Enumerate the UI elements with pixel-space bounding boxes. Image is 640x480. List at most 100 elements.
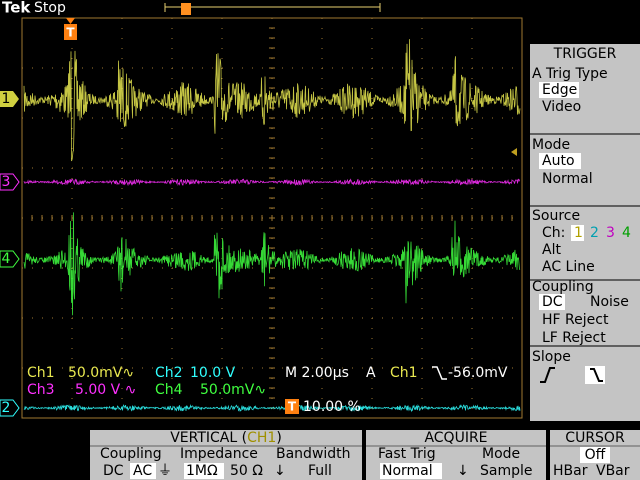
arrow: ↓ bbox=[274, 463, 286, 479]
waveforms bbox=[23, 39, 521, 413]
option[interactable]: Noise bbox=[590, 294, 629, 310]
selected-box bbox=[130, 463, 156, 479]
menu-label[interactable]: Mode bbox=[482, 446, 520, 462]
ch4-scale: 50.0mV∿ bbox=[200, 382, 266, 398]
ch2-label: Ch2 bbox=[155, 365, 183, 381]
selected-box bbox=[580, 447, 610, 463]
menu-separators bbox=[530, 133, 640, 347]
falling-edge-icon bbox=[432, 366, 447, 380]
option[interactable]: Normal bbox=[542, 171, 593, 187]
option[interactable]: HBar bbox=[553, 463, 588, 479]
cursor-title: CURSOR bbox=[565, 430, 625, 446]
option[interactable]: Full bbox=[308, 463, 332, 479]
falling-edge-icon[interactable] bbox=[590, 368, 603, 382]
trig-mode[interactable]: Mode Auto Normal bbox=[532, 137, 593, 187]
option[interactable]: 2 bbox=[590, 225, 599, 241]
trigger-level: -56.0mV bbox=[448, 365, 508, 381]
arrow: ↓ bbox=[457, 463, 469, 479]
timebase: M 2.00µs bbox=[285, 365, 349, 381]
ch4-marker bbox=[0, 250, 20, 268]
option[interactable]: 50 Ω bbox=[230, 463, 263, 479]
ch2-marker bbox=[0, 399, 20, 417]
ch1-scale: 50.0mV∿ bbox=[68, 365, 134, 381]
menu-label: Slope bbox=[532, 349, 571, 365]
option[interactable]: LF Reject bbox=[542, 330, 606, 346]
selected-box bbox=[184, 463, 224, 479]
ch4-marker-label: 4 bbox=[2, 251, 11, 267]
ch1-marker bbox=[0, 91, 19, 107]
option[interactable]: 1 bbox=[574, 225, 583, 241]
acquire-title: ACQUIRE bbox=[424, 430, 487, 446]
ch2-marker-label: 2 bbox=[2, 400, 11, 416]
ch3-marker bbox=[0, 173, 20, 191]
trig-slope[interactable]: Slope bbox=[532, 349, 605, 384]
trigger-mode: A bbox=[366, 365, 376, 381]
menu-label: Source bbox=[532, 208, 580, 224]
trig-type[interactable]: A Trig Type Edge Video bbox=[532, 66, 608, 115]
menu-label: A Trig Type bbox=[532, 66, 608, 82]
option[interactable]: HF Reject bbox=[542, 312, 609, 328]
ch1-label: Ch1 bbox=[27, 365, 55, 381]
option[interactable]: 1MΩ bbox=[186, 463, 218, 479]
selected-box bbox=[539, 294, 565, 310]
trigger-marker-label: T bbox=[66, 26, 75, 40]
option[interactable]: Edge bbox=[542, 82, 577, 98]
trig-coupling[interactable]: Coupling DC Noise HF Reject LF Reject bbox=[532, 279, 629, 346]
option[interactable]: 4 bbox=[622, 225, 631, 241]
menu-title: TRIGGER bbox=[553, 46, 617, 62]
trigger-arrow bbox=[66, 18, 75, 24]
menu-label[interactable]: Fast Trig bbox=[378, 446, 436, 462]
option[interactable]: AC Line bbox=[542, 259, 595, 275]
option[interactable]: DC bbox=[542, 294, 563, 310]
vertical-title: VERTICAL (CH1) bbox=[170, 430, 282, 446]
acq-state: Stop bbox=[34, 0, 66, 16]
trigger-level-marker bbox=[511, 148, 517, 156]
trigger-pos-box bbox=[285, 399, 299, 414]
ch2-scale: 10.0 V bbox=[190, 365, 236, 381]
rising-edge-icon[interactable] bbox=[540, 367, 555, 383]
option[interactable]: VBar bbox=[596, 463, 630, 479]
ch3-trace bbox=[23, 178, 521, 187]
side-menu bbox=[530, 44, 640, 421]
trigger-pos-marker bbox=[181, 3, 191, 15]
option[interactable]: AC bbox=[133, 463, 152, 479]
option[interactable]: DC bbox=[103, 463, 124, 479]
selected-box bbox=[380, 463, 442, 479]
selected-box bbox=[585, 366, 605, 384]
option[interactable]: ⏚ bbox=[158, 463, 172, 479]
trig-source[interactable]: Source Ch: 1 2 3 4 Alt AC Line bbox=[532, 208, 631, 275]
trigger-source: Ch1 bbox=[390, 365, 418, 381]
trigger-pos-box-label: T bbox=[288, 400, 297, 414]
option[interactable]: Auto bbox=[542, 153, 575, 169]
source-prefix: Ch: bbox=[542, 225, 565, 241]
record-bar bbox=[164, 3, 381, 12]
menu-label[interactable]: Bandwidth bbox=[276, 446, 351, 462]
ch4-label: Ch4 bbox=[155, 382, 183, 398]
ch3-marker-label: 3 bbox=[2, 174, 11, 190]
graticule bbox=[21, 17, 523, 419]
ch1-marker-label: 1 bbox=[2, 91, 11, 107]
option[interactable]: 3 bbox=[606, 225, 615, 241]
ch2-trace bbox=[23, 403, 521, 413]
menu-label[interactable]: Impedance bbox=[180, 446, 258, 462]
option[interactable]: Normal bbox=[382, 463, 433, 479]
selected-box bbox=[539, 82, 579, 98]
ch3-label: Ch3 bbox=[27, 382, 55, 398]
trigger-marker bbox=[64, 24, 77, 40]
option[interactable]: Video bbox=[542, 99, 581, 115]
brand: Tek bbox=[2, 0, 31, 17]
trigger-position: 10.00 % bbox=[303, 399, 361, 415]
option[interactable]: Sample bbox=[480, 463, 533, 479]
readout-bg bbox=[24, 364, 58, 381]
menu-label: Coupling bbox=[532, 279, 594, 295]
menu-label: Mode bbox=[532, 137, 570, 153]
menu-label[interactable]: Coupling bbox=[100, 446, 162, 462]
selected-box bbox=[571, 225, 584, 241]
option[interactable]: Alt bbox=[542, 242, 561, 258]
ch1-trace bbox=[23, 39, 521, 162]
selected-box bbox=[539, 153, 581, 169]
option[interactable]: Off bbox=[585, 447, 606, 463]
ch4-trace bbox=[23, 212, 521, 316]
ch3-scale: 5.00 V ∿ bbox=[75, 382, 136, 398]
